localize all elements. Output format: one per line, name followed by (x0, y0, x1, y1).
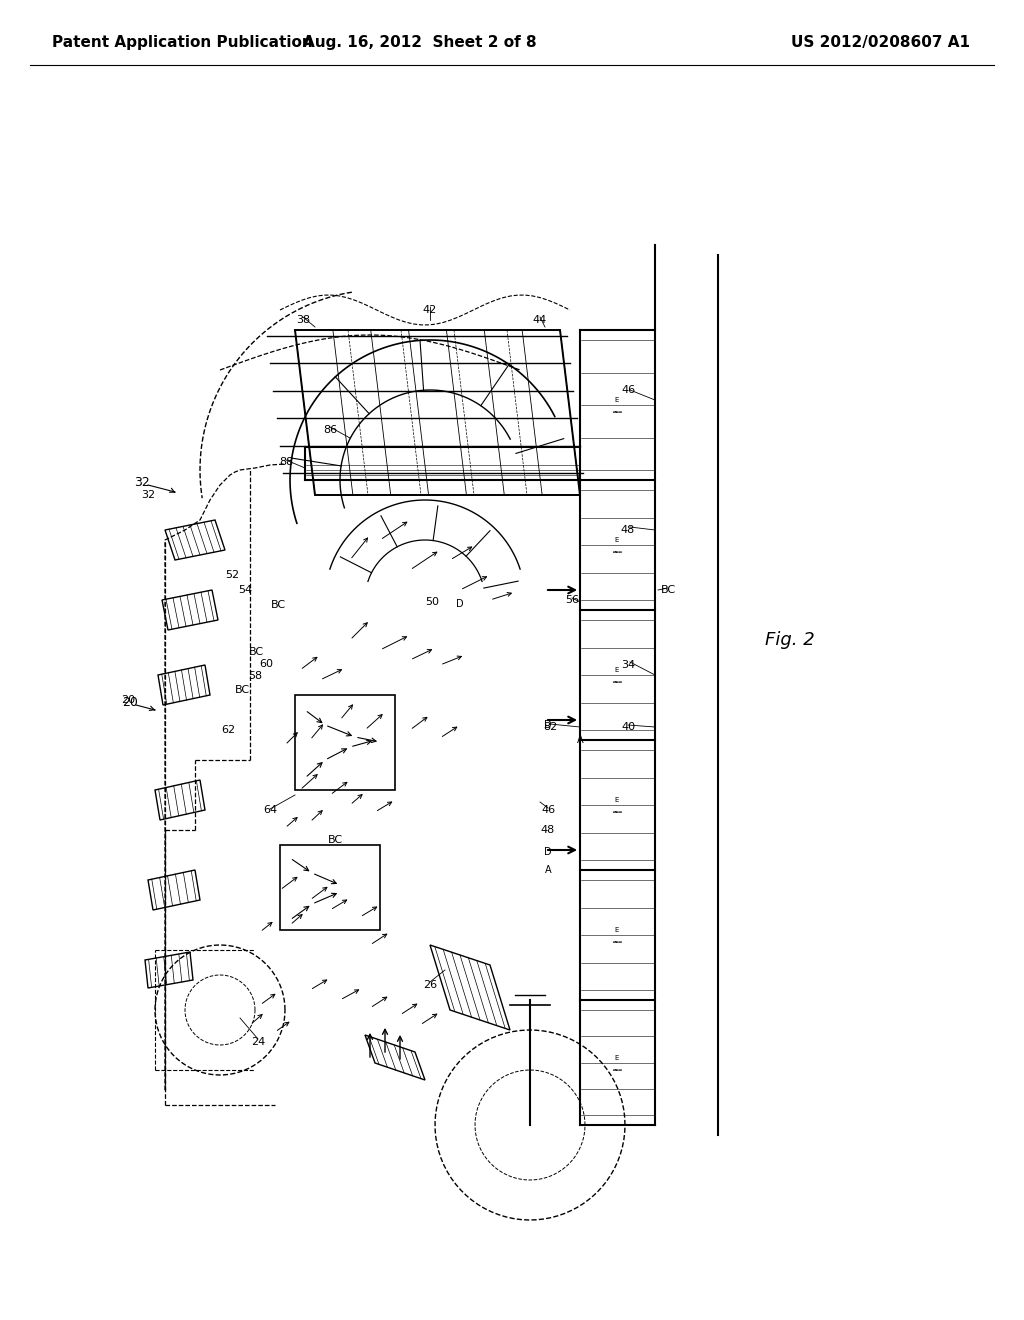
Text: 46: 46 (541, 805, 555, 814)
Text: US 2012/0208607 A1: US 2012/0208607 A1 (791, 34, 970, 49)
Text: 88: 88 (279, 457, 293, 467)
Text: E: E (614, 667, 620, 673)
Text: E: E (614, 397, 620, 403)
Text: BC: BC (234, 685, 250, 696)
Text: Fig. 2: Fig. 2 (765, 631, 815, 649)
Text: 82: 82 (543, 722, 557, 733)
Text: 34: 34 (621, 660, 635, 671)
Text: 86: 86 (323, 425, 337, 436)
Text: 44: 44 (532, 315, 547, 325)
Text: A: A (577, 735, 584, 744)
Text: E: E (614, 927, 620, 933)
Text: 32: 32 (134, 475, 150, 488)
Text: D: D (544, 847, 552, 857)
Text: BC: BC (249, 647, 263, 657)
Text: 40: 40 (621, 722, 635, 733)
Text: D: D (456, 599, 464, 609)
Text: ═══: ═══ (612, 550, 622, 556)
Text: 52: 52 (225, 570, 239, 579)
Text: ═══: ═══ (612, 1068, 622, 1073)
Text: 26: 26 (423, 979, 437, 990)
Text: E: E (614, 1055, 620, 1060)
Text: ═══: ═══ (612, 681, 622, 685)
Text: 20: 20 (121, 696, 135, 705)
Text: 50: 50 (425, 597, 439, 607)
Text: A: A (545, 865, 551, 875)
Text: E: E (614, 797, 620, 803)
Text: 60: 60 (259, 659, 273, 669)
Text: BC: BC (270, 601, 286, 610)
Text: 24: 24 (251, 1038, 265, 1047)
Text: BC: BC (328, 836, 343, 845)
Text: E: E (614, 537, 620, 543)
Text: 42: 42 (423, 305, 437, 315)
Text: ═══: ═══ (612, 940, 622, 945)
Text: 32: 32 (141, 490, 155, 500)
Text: 56: 56 (565, 595, 579, 605)
Text: 64: 64 (263, 805, 278, 814)
Bar (295, 696, 395, 789)
Text: 58: 58 (248, 671, 262, 681)
Text: 38: 38 (296, 315, 310, 325)
Text: 62: 62 (221, 725, 236, 735)
Text: 54: 54 (238, 585, 252, 595)
Text: ═══: ═══ (612, 810, 622, 816)
Text: 20: 20 (122, 696, 138, 709)
Text: D: D (544, 719, 552, 730)
Text: ═══: ═══ (612, 411, 622, 416)
Text: 48: 48 (541, 825, 555, 836)
Bar (280, 845, 380, 931)
Text: Aug. 16, 2012  Sheet 2 of 8: Aug. 16, 2012 Sheet 2 of 8 (303, 34, 537, 49)
Text: Patent Application Publication: Patent Application Publication (52, 34, 312, 49)
Text: 46: 46 (621, 385, 635, 395)
Text: BC: BC (660, 585, 676, 595)
Text: 48: 48 (621, 525, 635, 535)
